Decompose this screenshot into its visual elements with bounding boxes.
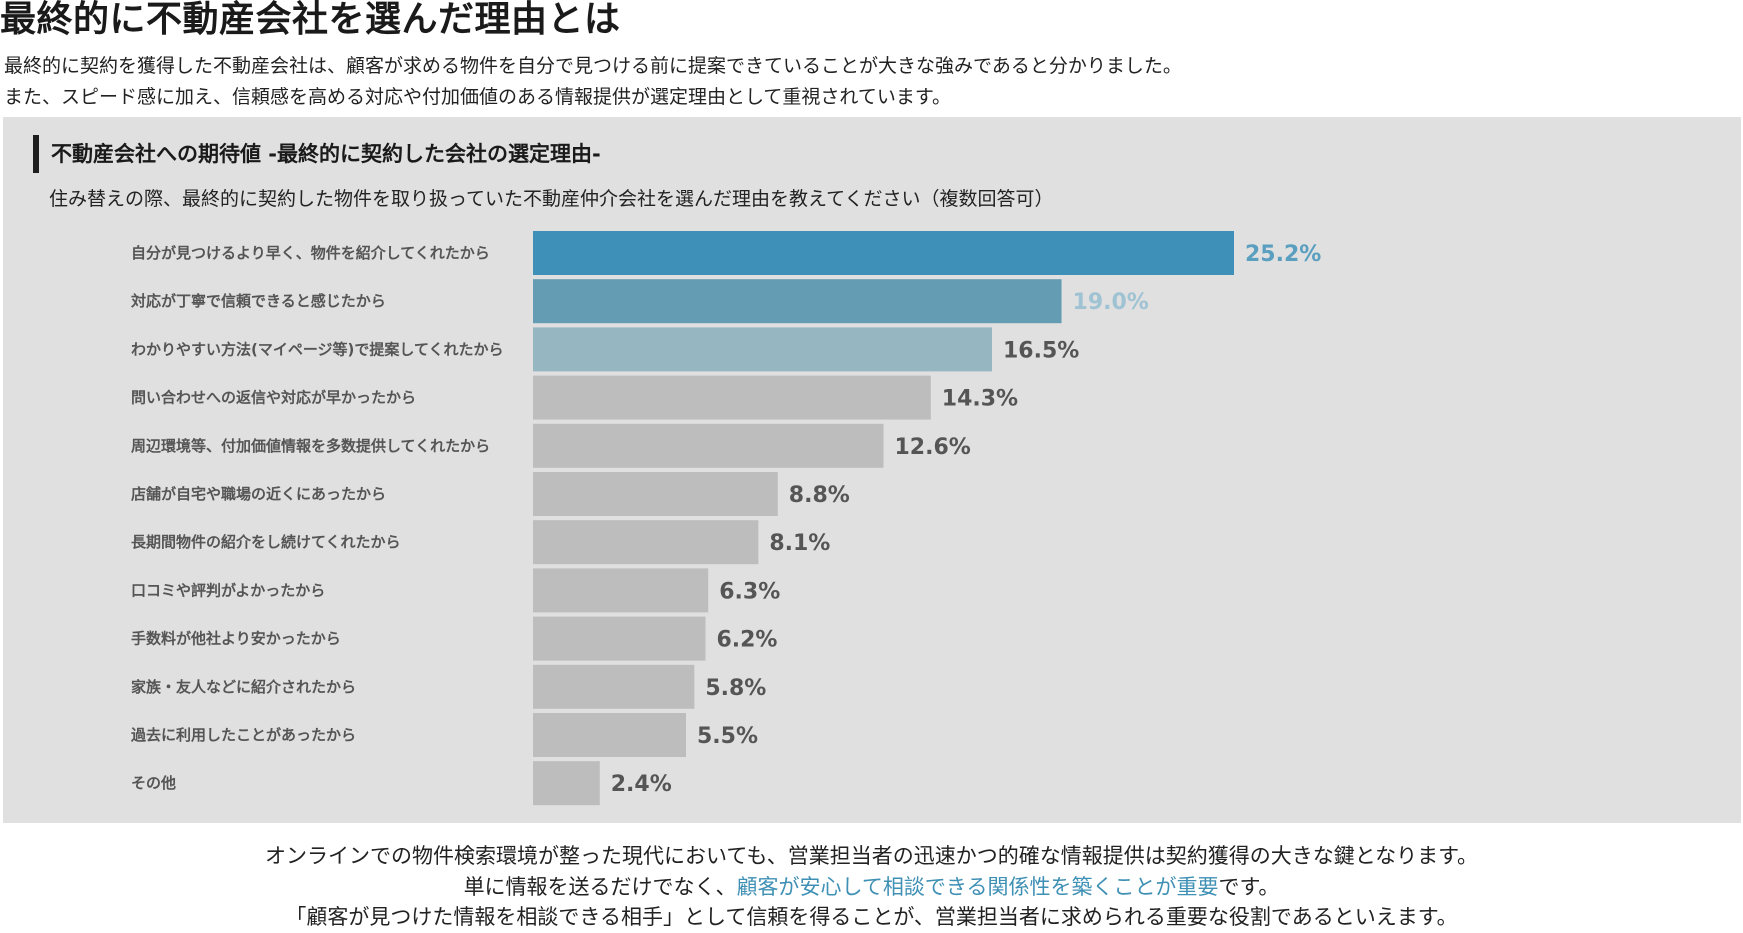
chart-title: 不動産会社への期待値 -最終的に契約した会社の選定理由- — [33, 135, 601, 173]
value-label: 5.8% — [705, 676, 766, 701]
category-label: 周辺環境等、付加価値情報を多数提供してくれたから — [131, 437, 490, 455]
category-label: 長期間物件の紹介をし続けてくれたから — [131, 533, 401, 551]
category-label: 過去に利用したことがあったから — [130, 726, 356, 744]
outro-highlight: 顧客が安心して相談できる関係性を築くことが重要 — [736, 875, 1219, 899]
value-label: 5.5% — [697, 724, 758, 749]
value-label: 6.3% — [719, 579, 780, 604]
category-label: 口コミや評判がよかったから — [131, 581, 325, 599]
value-label: 14.3% — [942, 387, 1018, 412]
category-label: 家族・友人などに紹介されたから — [131, 678, 356, 696]
outro-line-2-prefix: 単に情報を送るだけでなく、 — [463, 875, 737, 899]
category-label: 手数料が他社より安かったから — [131, 630, 341, 648]
value-label: 16.5% — [1003, 338, 1079, 363]
bar — [533, 616, 706, 661]
survey-question: 住み替えの際、最終的に契約した物件を取り扱っていた不動産仲介会社を選んだ理由を教… — [49, 188, 1054, 210]
bar — [533, 664, 695, 709]
outro-line-3: 「顧客が見つけた情報を相談できる相手」として信頼を得ることが、営業担当者に求めら… — [285, 905, 1458, 929]
bar — [533, 761, 600, 806]
value-label: 8.1% — [769, 531, 830, 556]
category-label: 自分が見つけるより早く、物件を紹介してくれたから — [131, 244, 490, 262]
value-label: 19.0% — [1073, 290, 1149, 315]
intro-line-1: 最終的に契約を獲得した不動産会社は、顧客が求める物件を自分で見つける前に提案でき… — [4, 55, 1182, 77]
chart-panel: 不動産会社への期待値 -最終的に契約した会社の選定理由- 住み替えの際、最終的に… — [3, 117, 1741, 823]
intro-line-2: また、スピード感に加え、信頼感を高める対応や付加価値のある情報提供が選定理由とし… — [4, 86, 951, 108]
bar — [533, 327, 992, 372]
value-label: 8.8% — [789, 483, 850, 508]
value-label: 2.4% — [611, 772, 672, 797]
category-label: 問い合わせへの返信や対応が早かったから — [131, 389, 416, 407]
outro-line-2-suffix: です。 — [1218, 875, 1280, 899]
outro-line-1: オンラインでの物件検索環境が整った現代においても、営業担当者の迅速かつ的確な情報… — [265, 844, 1478, 868]
bar-chart: 自分が見つけるより早く、物件を紹介してくれたから 25.2% 対応が丁寧で信頼できる… — [130, 231, 1321, 806]
bar — [533, 472, 778, 516]
category-label: わかりやすい方法(マイページ等)で提案してくれたから — [131, 340, 504, 358]
bar — [533, 423, 884, 468]
value-label: 6.2% — [716, 628, 777, 653]
bar — [533, 520, 759, 565]
category-label: 対応が丁寧で信頼できると感じたから — [130, 292, 386, 310]
outro-line-2: 単に情報を送るだけでなく、顧客が安心して相談できる関係性を築くことが重要です。 — [0, 873, 1743, 901]
value-label: 12.6% — [895, 435, 971, 460]
value-label: 25.2% — [1245, 242, 1321, 267]
category-label: その他 — [131, 774, 176, 792]
bar — [533, 279, 1062, 324]
page-title: 最終的に不動産会社を選んだ理由とは — [0, 0, 621, 40]
bar — [533, 375, 931, 420]
bar — [533, 568, 709, 613]
category-label: 店舗が自宅や職場の近くにあったから — [131, 485, 386, 503]
bar — [533, 713, 686, 757]
bar — [533, 231, 1234, 275]
